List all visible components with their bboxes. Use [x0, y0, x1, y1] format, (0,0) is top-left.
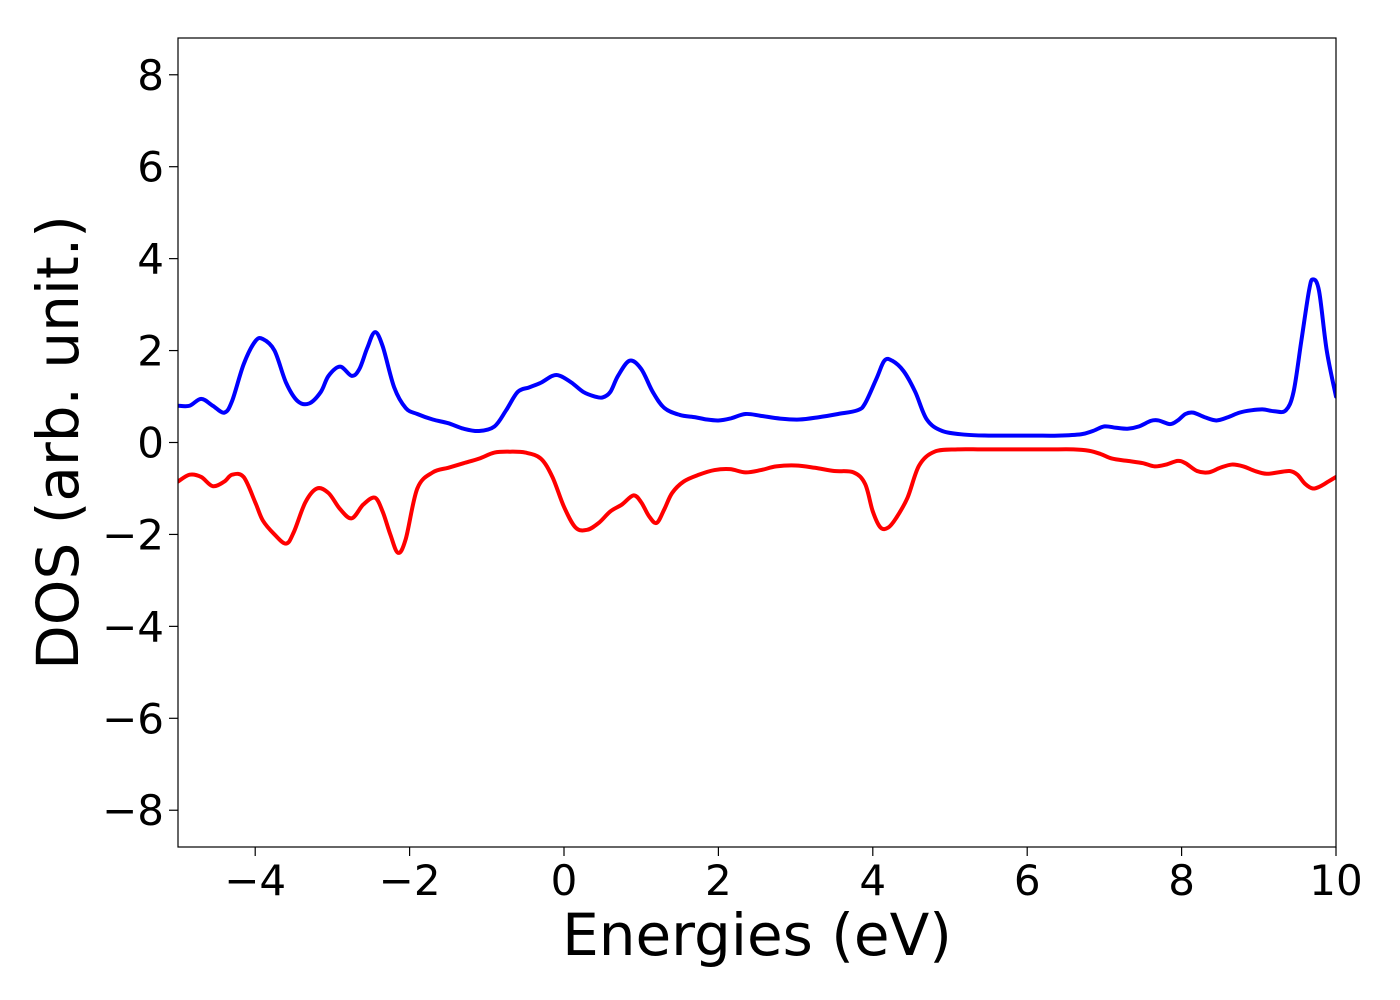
x-tick-label: −4	[224, 856, 286, 905]
y-tick-label: −2	[102, 510, 164, 559]
plot-background	[178, 38, 1336, 847]
y-tick-label: 4	[137, 235, 164, 284]
y-tick-label: 0	[137, 419, 164, 468]
x-axis-ticks: −4 −2 0 2 4 6 8 10	[224, 847, 1363, 905]
series-line-spin-down	[178, 447, 1336, 555]
y-axis-label: DOS (arb. unit.)	[24, 215, 92, 670]
y-tick-label: −8	[102, 786, 164, 835]
x-tick-label: 0	[551, 856, 578, 905]
x-tick-label: 10	[1309, 856, 1362, 905]
x-tick-label: 8	[1168, 856, 1195, 905]
x-tick-label: 4	[859, 856, 886, 905]
y-tick-label: 2	[137, 327, 164, 376]
y-tick-label: 6	[137, 143, 164, 192]
x-axis-label: Energies (eV)	[562, 901, 952, 969]
y-tick-label: 8	[137, 51, 164, 100]
y-tick-label: −4	[102, 602, 164, 651]
x-tick-label: −2	[379, 856, 441, 905]
series-layer	[178, 277, 1336, 555]
y-tick-label: −6	[102, 694, 164, 743]
x-tick-label: 6	[1014, 856, 1041, 905]
y-axis-ticks: 8 6 4 2 0 −2 −4 −6 −8	[102, 51, 178, 835]
x-tick-label: 2	[705, 856, 732, 905]
series-line-spin-up	[178, 277, 1336, 438]
plot-area	[177, 37, 1337, 848]
